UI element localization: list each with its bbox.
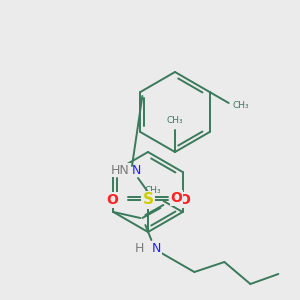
Text: H: H [135,242,144,254]
Text: HN: HN [111,164,130,176]
Text: O: O [178,193,190,207]
Text: O: O [106,193,118,207]
Text: CH₃: CH₃ [167,116,183,125]
Text: S: S [142,193,154,208]
Text: N: N [132,164,141,176]
Text: CH₃: CH₃ [145,186,162,195]
Text: O: O [170,191,182,205]
Text: CH₃: CH₃ [233,100,249,109]
Text: N: N [152,242,161,254]
